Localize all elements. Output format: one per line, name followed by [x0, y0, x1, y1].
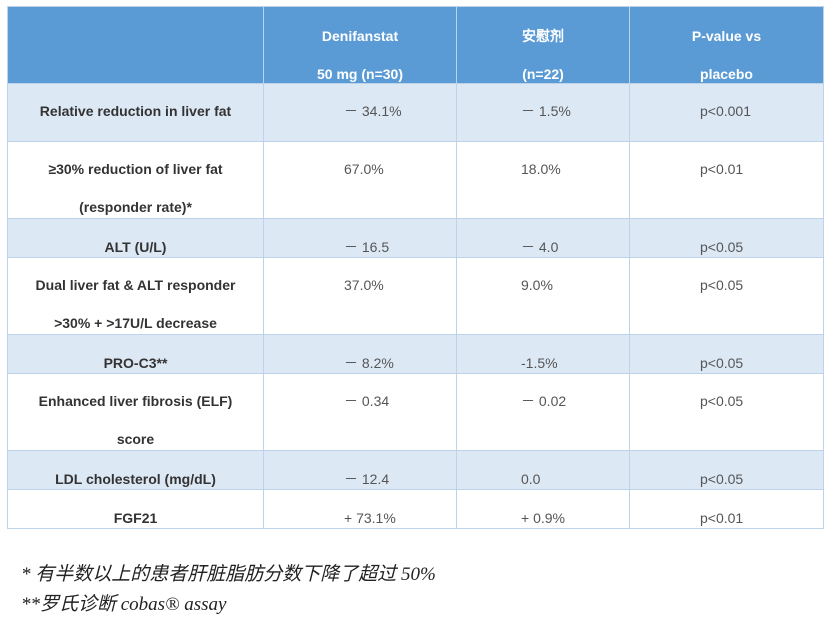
placebo-value: -1.5%	[456, 334, 630, 374]
p-value: p<0.05	[629, 257, 824, 335]
header-denifanstat: Denifanstat 50 mg (n=30)	[263, 6, 457, 84]
row-label: FGF21	[7, 489, 264, 529]
table-row: Enhanced liver fibrosis (ELF) score － 0.…	[7, 373, 824, 451]
header-denifanstat-dose: 50 mg (n=30)	[317, 66, 403, 82]
table-row: FGF21 + 73.1% + 0.9% p<0.01	[7, 489, 824, 529]
placebo-value: 9.0%	[456, 257, 630, 335]
header-pvalue: P-value vs placebo	[629, 6, 824, 84]
denifanstat-value: 37.0%	[263, 257, 457, 335]
footnote-responder: * 有半数以上的患者肝脏脂肪分数下降了超过 50%	[21, 564, 436, 585]
table-row: ≥30% reduction of liver fat (responder r…	[7, 141, 824, 219]
row-label: Relative reduction in liver fat	[7, 83, 264, 142]
table-row: PRO-C3** － 8.2% -1.5% p<0.05	[7, 334, 824, 374]
row-label: Dual liver fat & ALT responder >30% + >1…	[7, 257, 264, 335]
header-pvalue-line2: placebo	[700, 66, 753, 82]
table-row: LDL cholesterol (mg/dL) － 12.4 0.0 p<0.0…	[7, 450, 824, 490]
placebo-value: － 4.0	[456, 218, 630, 258]
results-table: Denifanstat 50 mg (n=30) 安慰剂 (n=22) P-va…	[7, 6, 824, 529]
p-value: p<0.01	[629, 489, 824, 529]
placebo-value: + 0.9%	[456, 489, 630, 529]
denifanstat-value: + 73.1%	[263, 489, 457, 529]
table-row: ALT (U/L) － 16.5 － 4.0 p<0.05	[7, 218, 824, 258]
placebo-value: － 1.5%	[456, 83, 630, 142]
header-placebo-name: 安慰剂	[522, 28, 564, 44]
p-value: p<0.05	[629, 218, 824, 258]
denifanstat-value: 67.0%	[263, 141, 457, 219]
header-empty-cell	[7, 6, 264, 84]
header-pvalue-line1: P-value vs	[691, 28, 762, 44]
header-placebo-n: (n=22)	[522, 66, 564, 82]
p-value: p<0.05	[629, 373, 824, 451]
denifanstat-value: － 0.34	[263, 373, 457, 451]
p-value: p<0.001	[629, 83, 824, 142]
denifanstat-value: － 12.4	[263, 450, 457, 490]
row-label: PRO-C3**	[7, 334, 264, 374]
table-header-row: Denifanstat 50 mg (n=30) 安慰剂 (n=22) P-va…	[7, 6, 824, 84]
table-row: Relative reduction in liver fat － 34.1% …	[7, 83, 824, 142]
placebo-value: 0.0	[456, 450, 630, 490]
p-value: p<0.05	[629, 334, 824, 374]
header-placebo: 安慰剂 (n=22)	[456, 6, 630, 84]
denifanstat-value: － 16.5	[263, 218, 457, 258]
footnotes: * 有半数以上的患者肝脏脂肪分数下降了超过 50% **罗氏诊断 cobas® …	[21, 560, 436, 620]
row-label: Enhanced liver fibrosis (ELF) score	[7, 373, 264, 451]
row-label: LDL cholesterol (mg/dL)	[7, 450, 264, 490]
header-denifanstat-name: Denifanstat	[321, 28, 399, 44]
p-value: p<0.01	[629, 141, 824, 219]
row-label: ≥30% reduction of liver fat (responder r…	[7, 141, 264, 219]
p-value: p<0.05	[629, 450, 824, 490]
placebo-value: － 0.02	[456, 373, 630, 451]
placebo-value: 18.0%	[456, 141, 630, 219]
footnote-assay: **罗氏诊断 cobas® assay	[21, 594, 227, 615]
row-label: ALT (U/L)	[7, 218, 264, 258]
denifanstat-value: － 34.1%	[263, 83, 457, 142]
table-row: Dual liver fat & ALT responder >30% + >1…	[7, 257, 824, 335]
denifanstat-value: － 8.2%	[263, 334, 457, 374]
